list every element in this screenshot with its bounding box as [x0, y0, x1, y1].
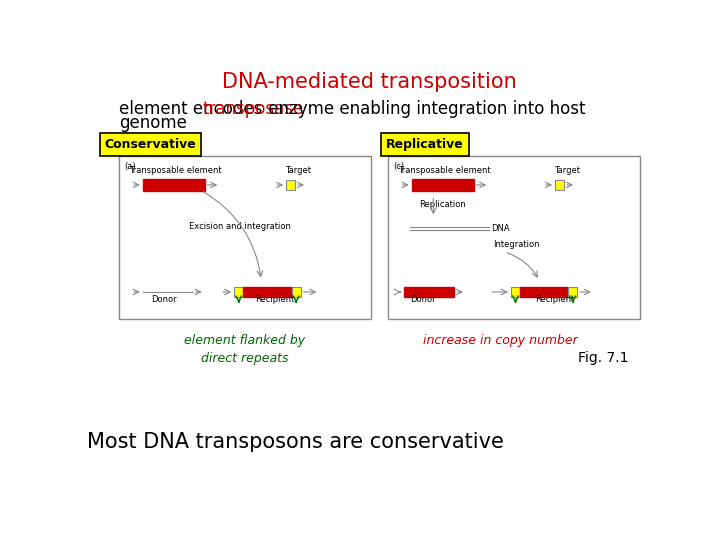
Bar	[510, 287, 520, 298]
Text: (c): (c)	[393, 162, 404, 171]
Text: element encodes: element encodes	[120, 100, 268, 118]
Text: Most DNA transposons are conservative: Most DNA transposons are conservative	[87, 432, 504, 452]
Text: (a): (a)	[124, 162, 136, 171]
Text: Transposable element: Transposable element	[398, 166, 490, 174]
Text: Fig. 7.1: Fig. 7.1	[578, 351, 629, 365]
Text: Target: Target	[554, 166, 580, 174]
Text: Excision and integration: Excision and integration	[189, 222, 290, 231]
Text: Recipient: Recipient	[535, 295, 575, 304]
Text: enzyme enabling integration into host: enzyme enabling integration into host	[263, 100, 585, 118]
Bar	[412, 179, 474, 191]
Text: Transposable element: Transposable element	[129, 166, 222, 174]
Text: Conservative: Conservative	[104, 138, 197, 151]
Text: Integration: Integration	[493, 240, 539, 248]
Text: DNA-mediated transposition: DNA-mediated transposition	[222, 72, 516, 92]
Bar	[388, 156, 640, 319]
Bar	[286, 179, 295, 190]
Bar	[292, 287, 301, 298]
Bar	[243, 287, 292, 298]
Text: Replicative: Replicative	[386, 138, 464, 151]
Text: Donor: Donor	[410, 295, 436, 304]
Text: Donor: Donor	[152, 295, 177, 304]
Text: element flanked by
direct repeats: element flanked by direct repeats	[184, 334, 305, 365]
Text: Recipient: Recipient	[255, 295, 294, 304]
Bar	[143, 179, 204, 191]
Text: transposase: transposase	[202, 100, 304, 118]
Text: Target: Target	[284, 166, 311, 174]
Bar	[555, 179, 564, 190]
Bar	[404, 287, 454, 298]
Bar	[520, 287, 568, 298]
Bar	[120, 156, 372, 319]
Text: genome: genome	[120, 114, 187, 132]
Bar	[234, 287, 243, 298]
Text: DNA: DNA	[492, 224, 510, 233]
Bar	[568, 287, 577, 298]
Text: increase in copy number: increase in copy number	[423, 334, 578, 347]
Text: Replication: Replication	[419, 200, 466, 209]
